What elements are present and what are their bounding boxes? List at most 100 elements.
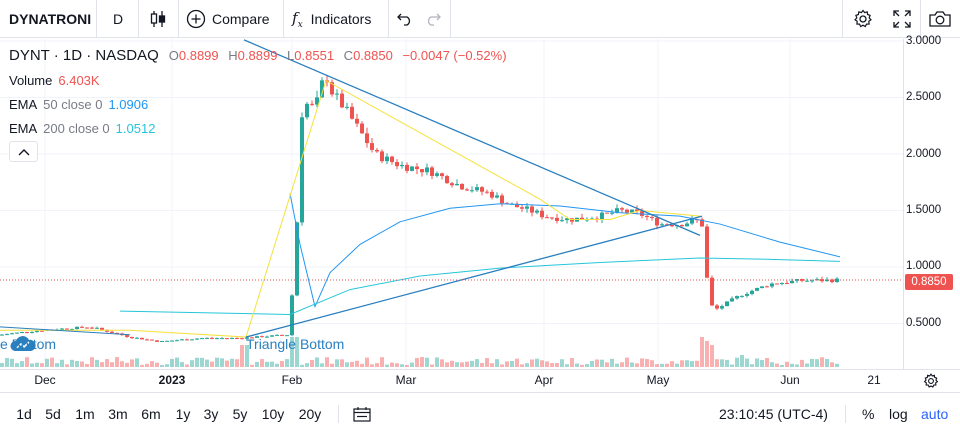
interval-button[interactable]: D bbox=[113, 11, 124, 27]
time-tick-label: Apr bbox=[534, 373, 554, 387]
undo-button[interactable] bbox=[396, 0, 414, 38]
candle-body bbox=[550, 217, 554, 219]
volume-bar bbox=[705, 341, 709, 367]
candle-body bbox=[445, 176, 449, 184]
volume-bar bbox=[35, 362, 39, 367]
volume-bar bbox=[630, 362, 634, 367]
open-value: 0.8899 bbox=[178, 47, 219, 63]
volume-bar bbox=[295, 337, 299, 367]
volume-bar bbox=[315, 357, 319, 367]
volume-bar bbox=[760, 360, 764, 367]
candle-body bbox=[295, 222, 299, 296]
collapse-legend-button[interactable] bbox=[9, 141, 38, 162]
volume-bar bbox=[275, 363, 279, 367]
volume-bar bbox=[230, 358, 234, 367]
time-axis[interactable] bbox=[0, 369, 960, 393]
volume-bar bbox=[450, 360, 454, 367]
pattern-label-left[interactable]: e Bottom bbox=[0, 336, 57, 352]
ohlc-values: O0.8899 H0.8899 L0.8551 C0.8850 −0.0047 … bbox=[169, 48, 513, 63]
redo-button[interactable] bbox=[424, 0, 442, 38]
range-button-20y[interactable]: 20y bbox=[298, 406, 322, 422]
axis-settings-button[interactable] bbox=[922, 372, 940, 390]
volume-bar bbox=[725, 359, 729, 367]
candle-body bbox=[690, 219, 694, 224]
volume-bar bbox=[405, 364, 409, 367]
volume-bar bbox=[80, 361, 84, 367]
ema50-params: 50 close 0 bbox=[43, 96, 103, 112]
candle-body bbox=[25, 331, 29, 333]
clock-timezone-button[interactable]: 23:10:45 (UTC-4) bbox=[719, 406, 828, 422]
candle-body bbox=[20, 331, 24, 333]
volume-bar bbox=[580, 364, 584, 367]
candle-body bbox=[450, 183, 454, 186]
volume-bar bbox=[370, 364, 374, 367]
candle-body bbox=[630, 209, 634, 213]
volume-bar bbox=[645, 358, 649, 367]
candle-body bbox=[265, 336, 269, 338]
volume-bar bbox=[300, 364, 304, 367]
range-button-5y[interactable]: 5y bbox=[232, 406, 248, 422]
fullscreen-button[interactable] bbox=[891, 0, 913, 38]
volume-bar bbox=[100, 362, 104, 367]
range-button-10y[interactable]: 10y bbox=[261, 406, 285, 422]
volume-bar bbox=[700, 337, 704, 367]
time-tick-label: Jun bbox=[780, 373, 800, 387]
volume-bar bbox=[475, 359, 479, 367]
candle-body bbox=[735, 296, 739, 299]
range-button-6m[interactable]: 6m bbox=[141, 406, 161, 422]
time-tick-label: Dec bbox=[34, 373, 56, 387]
snapshot-button[interactable] bbox=[929, 0, 951, 38]
compare-label: Compare bbox=[212, 11, 270, 27]
volume-bar bbox=[590, 361, 594, 367]
settings-button[interactable] bbox=[852, 0, 874, 38]
candle-body bbox=[335, 93, 339, 95]
chart-pane[interactable] bbox=[0, 39, 960, 369]
range-button-5d[interactable]: 5d bbox=[45, 406, 61, 422]
candle-body bbox=[600, 212, 604, 220]
candle-body bbox=[455, 183, 459, 186]
chart-type-button[interactable] bbox=[148, 0, 168, 38]
compare-button[interactable]: Compare bbox=[186, 0, 270, 38]
range-button-3m[interactable]: 3m bbox=[108, 406, 128, 422]
candle-body bbox=[200, 338, 204, 340]
candle-body bbox=[385, 156, 389, 162]
candle-body bbox=[635, 209, 639, 212]
range-button-1y[interactable]: 1y bbox=[175, 406, 191, 422]
symbol-search-button[interactable]: DYNATRONI bbox=[9, 11, 92, 27]
ema200-legend[interactable]: EMA 200 close 0 1.0512 bbox=[9, 118, 155, 138]
auto-scale-toggle[interactable]: auto bbox=[921, 406, 949, 422]
trendline-lower bbox=[245, 215, 703, 338]
price-axis[interactable] bbox=[903, 39, 960, 369]
range-button-3y[interactable]: 3y bbox=[203, 406, 219, 422]
candle-body bbox=[795, 279, 799, 281]
candle-body bbox=[520, 207, 524, 209]
candle-body bbox=[185, 339, 189, 341]
candle-body bbox=[150, 339, 154, 341]
candle-body bbox=[525, 206, 529, 209]
candle-body bbox=[750, 290, 754, 294]
candle-body bbox=[670, 224, 674, 227]
candle-body bbox=[530, 206, 534, 213]
volume-bar bbox=[320, 363, 324, 367]
candle-body bbox=[5, 334, 9, 336]
pattern-label-triangle-bottom[interactable]: Triangle Bottom bbox=[246, 336, 345, 352]
log-scale-toggle[interactable]: log bbox=[889, 406, 908, 422]
volume-bar bbox=[95, 359, 99, 367]
price-chart[interactable] bbox=[0, 39, 903, 369]
date-range-button[interactable] bbox=[353, 395, 371, 433]
range-button-1m[interactable]: 1m bbox=[75, 406, 95, 422]
candle-body bbox=[485, 191, 489, 193]
candle-body bbox=[390, 156, 394, 163]
volume-legend[interactable]: Volume 6.403K bbox=[9, 70, 100, 90]
indicators-button[interactable]: fx Indicators bbox=[292, 0, 371, 38]
candle-body bbox=[345, 106, 349, 108]
volume-bar bbox=[465, 361, 469, 367]
ema50-legend[interactable]: EMA 50 close 0 1.0906 bbox=[9, 94, 148, 114]
volume-bar bbox=[695, 360, 699, 367]
volume-bar bbox=[690, 360, 694, 367]
volume-bar bbox=[335, 359, 339, 367]
candle-body bbox=[440, 173, 444, 177]
range-button-1d[interactable]: 1d bbox=[16, 406, 32, 422]
percent-scale-toggle[interactable]: % bbox=[862, 406, 875, 422]
candle-body bbox=[415, 166, 419, 170]
